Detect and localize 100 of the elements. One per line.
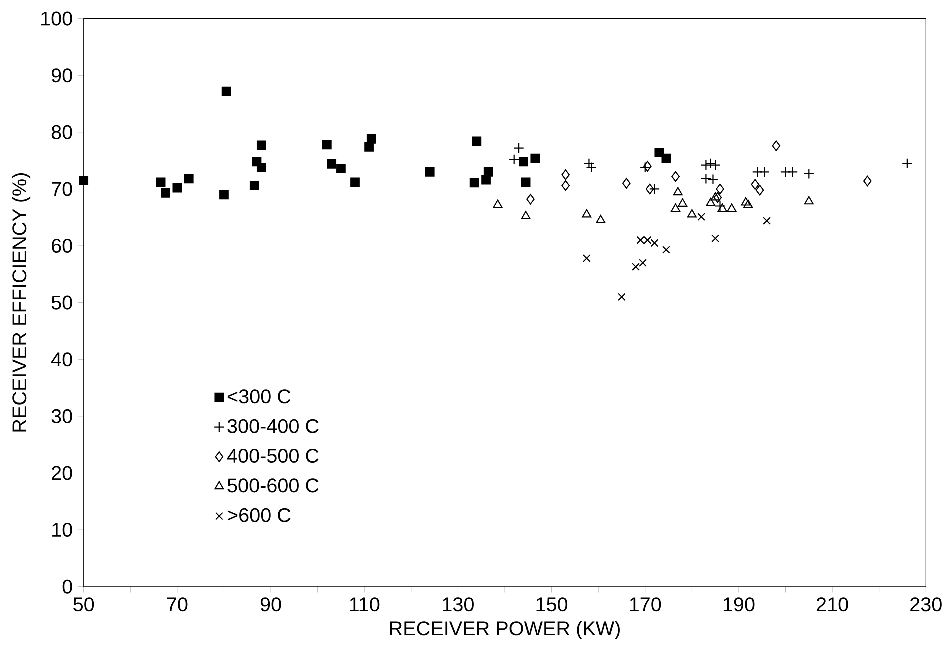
x-tick-label: 210 <box>817 598 848 612</box>
point <box>514 142 524 154</box>
point <box>322 140 332 150</box>
point <box>662 246 670 254</box>
point <box>172 183 182 193</box>
point <box>493 200 503 208</box>
point <box>646 184 654 195</box>
point <box>751 179 760 190</box>
point <box>804 168 815 180</box>
point <box>772 140 781 152</box>
y-tick-label: 90 <box>52 68 72 83</box>
point <box>584 158 595 170</box>
y-tick-label: 100 <box>42 12 72 26</box>
point <box>662 154 672 164</box>
point <box>710 160 721 171</box>
x-tick-label: 190 <box>724 598 755 612</box>
point <box>366 134 376 144</box>
legend-label: 500-600 C <box>228 478 319 493</box>
point <box>156 178 166 188</box>
point <box>222 86 232 96</box>
point <box>530 154 540 164</box>
legend-label: >600 C <box>228 508 291 522</box>
point <box>618 293 626 302</box>
point <box>327 160 337 169</box>
point <box>863 176 872 187</box>
point <box>364 142 374 152</box>
point <box>756 185 764 196</box>
point <box>673 187 683 196</box>
point <box>256 140 266 150</box>
x-tick-label: 130 <box>443 598 474 612</box>
x-tick-label: 110 <box>350 598 380 612</box>
point <box>644 161 652 172</box>
point <box>482 175 491 185</box>
y-tick-label: 60 <box>52 239 72 254</box>
point <box>716 184 724 195</box>
point <box>521 211 531 220</box>
point <box>714 192 722 204</box>
point <box>184 174 194 184</box>
point <box>804 196 814 205</box>
x-tick-label: 230 <box>910 598 942 612</box>
point <box>632 263 640 272</box>
point <box>671 204 681 212</box>
point <box>484 168 494 177</box>
point <box>649 184 660 195</box>
point <box>350 178 360 188</box>
point <box>678 198 688 207</box>
point <box>508 154 520 166</box>
point <box>562 180 570 192</box>
point <box>712 234 720 243</box>
point <box>714 200 726 212</box>
x-tick-label: 70 <box>167 598 188 612</box>
point <box>256 162 266 172</box>
point <box>698 213 706 222</box>
point <box>672 171 680 182</box>
point <box>425 168 435 177</box>
point <box>710 192 720 201</box>
point <box>787 166 798 178</box>
y-tick-label: 80 <box>52 125 72 140</box>
point <box>562 170 570 180</box>
y-tick-label: 10 <box>52 523 72 538</box>
point <box>336 164 346 174</box>
point <box>902 158 913 170</box>
point <box>700 160 712 171</box>
point <box>706 158 716 170</box>
point <box>472 136 482 146</box>
point <box>250 181 260 191</box>
y-tick-label: 0 <box>62 580 72 594</box>
y-tick-label: 70 <box>52 182 72 196</box>
point <box>708 174 719 185</box>
point <box>79 176 89 186</box>
point <box>582 209 592 218</box>
point <box>640 162 651 174</box>
point <box>763 217 771 226</box>
x-tick-label: 90 <box>260 598 282 612</box>
point <box>727 204 737 212</box>
point <box>718 204 728 212</box>
y-tick-label: 20 <box>52 466 72 480</box>
legend-label: 300-400 C <box>228 419 319 434</box>
point <box>639 259 647 268</box>
point <box>220 190 229 200</box>
y-tick-label: 30 <box>52 409 72 424</box>
point <box>526 194 535 205</box>
x-tick-label: 150 <box>536 598 568 612</box>
legend-label: <300 C <box>228 390 291 404</box>
point <box>687 209 697 218</box>
point <box>744 200 754 208</box>
y-tick-label: 50 <box>52 296 72 310</box>
point <box>470 178 480 188</box>
point <box>706 198 716 206</box>
point <box>622 178 631 189</box>
x-axis-title: RECEIVER POWER (KW) <box>390 621 620 640</box>
x-tick-label: 170 <box>630 598 662 612</box>
y-tick-label: 40 <box>52 352 72 367</box>
point <box>741 198 751 206</box>
point <box>521 178 531 188</box>
point <box>586 162 597 174</box>
point <box>582 254 591 263</box>
y-axis-title: RECEIVER EFFICIENCY (%) <box>12 174 31 432</box>
x-tick-label: 50 <box>74 598 94 612</box>
point <box>519 157 528 167</box>
